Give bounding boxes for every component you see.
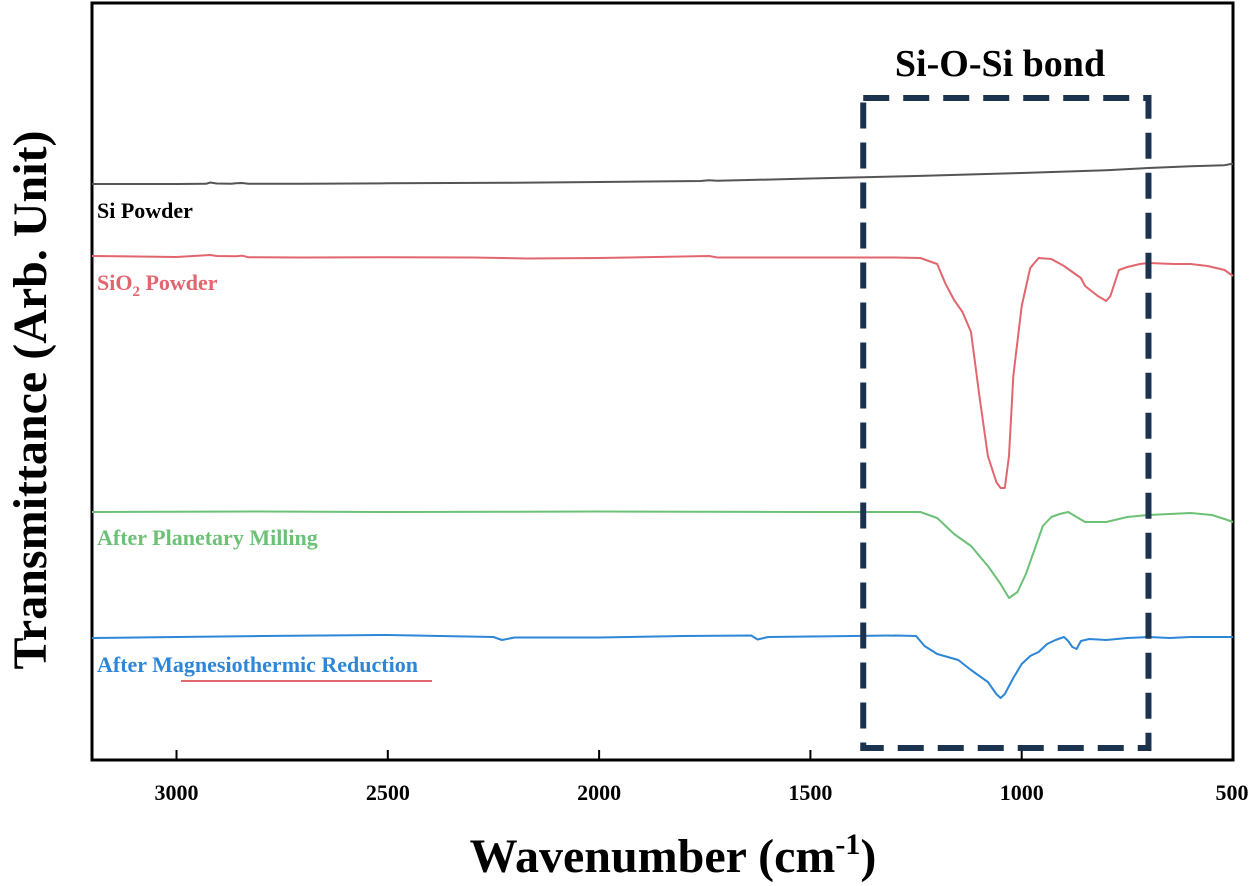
x-axis-title: Wavenumber (cm-1) <box>470 828 877 883</box>
x-tick-label: 500 <box>1216 780 1249 805</box>
x-axis-ticks: 3000 2500 2000 1500 1000 500 <box>155 750 1249 805</box>
series-label-3: After Planetary Milling <box>97 525 318 550</box>
series-line-2 <box>91 254 1234 489</box>
series-label-2: SiO2 Powder <box>97 270 218 300</box>
x-tick-label: 2000 <box>577 780 621 805</box>
series-line-1 <box>92 163 1233 185</box>
series-group <box>91 163 1234 699</box>
x-tick-label: 3000 <box>155 780 199 805</box>
si-o-si-bond-label: Si-O-Si bond <box>895 43 1105 85</box>
y-axis-title: Transmittance (Arb. Unit) <box>4 130 57 669</box>
series-label-4: After Magnesiothermic Reduction <box>97 652 418 677</box>
x-tick-label: 2500 <box>366 780 410 805</box>
series-line-4 <box>91 634 1233 699</box>
series-label-1: Si Powder <box>97 198 193 223</box>
si-o-si-bond-box <box>860 95 1152 751</box>
series-labels: Si Powder SiO2 Powder After Planetary Mill… <box>97 198 432 682</box>
x-tick-label: 1000 <box>1000 780 1044 805</box>
series-line-3 <box>91 510 1234 599</box>
x-tick-label: 1500 <box>788 780 832 805</box>
plot-frame <box>90 1 1235 762</box>
